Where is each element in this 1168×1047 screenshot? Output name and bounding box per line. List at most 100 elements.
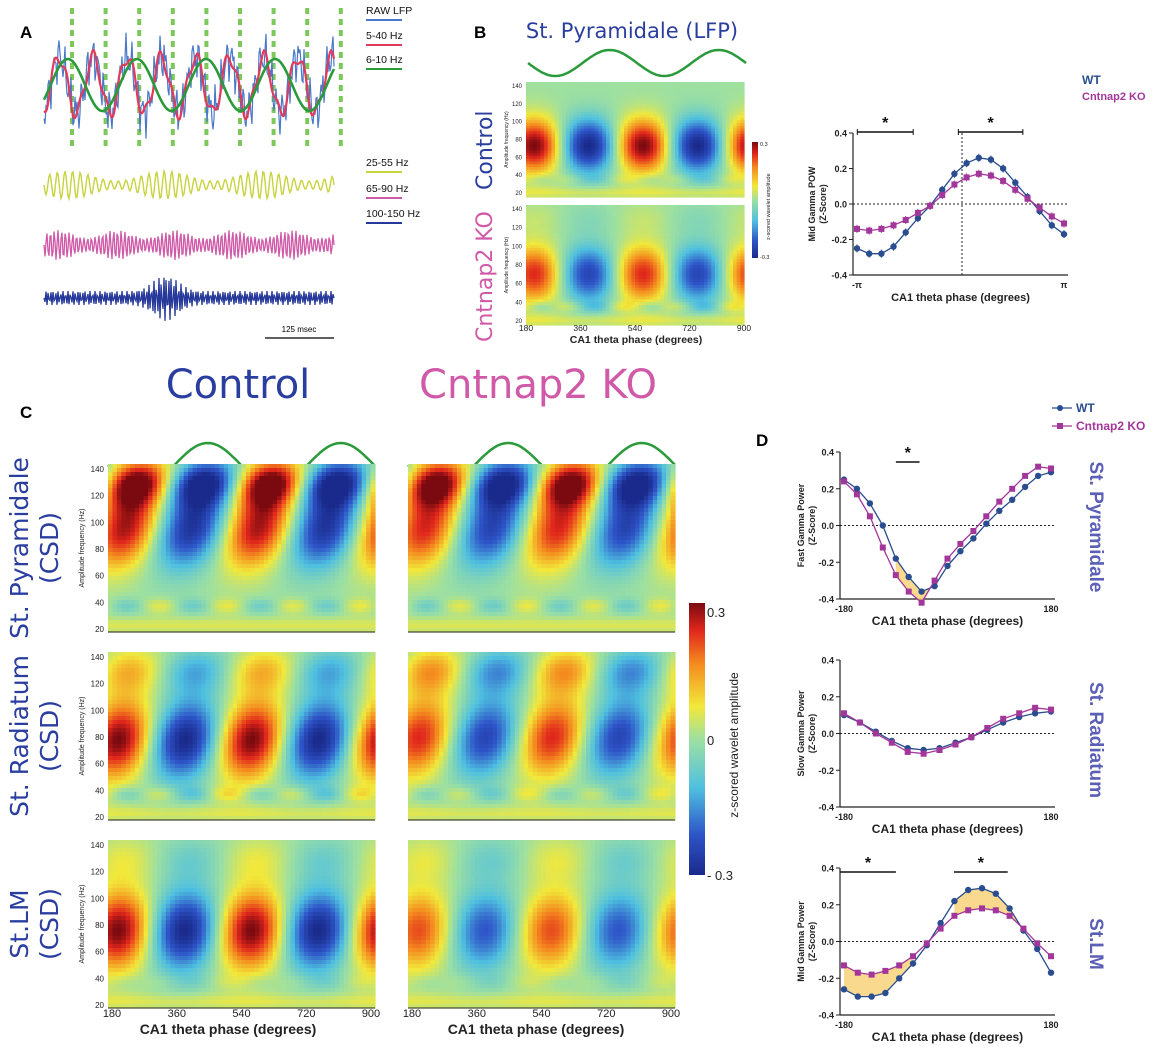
heatmap-cell <box>576 161 582 165</box>
heatmap-cell <box>682 123 687 127</box>
heatmap-cell <box>595 106 600 110</box>
heatmap-cell <box>526 147 531 152</box>
heatmap-cell <box>551 172 556 176</box>
heatmap-cell <box>526 120 531 124</box>
heatmap-cell <box>580 139 585 143</box>
heatmap-cell <box>562 172 567 176</box>
heatmap-cell <box>714 169 720 173</box>
heatmap-cell <box>602 188 607 193</box>
heatmap-cell <box>558 307 563 312</box>
heatmap-cell <box>689 98 694 102</box>
heatmap-cell <box>584 316 589 320</box>
heatmap-cell <box>704 90 709 94</box>
heatmap-cell <box>547 109 553 113</box>
heatmap-cell <box>595 290 600 295</box>
heatmap-cell <box>584 287 589 292</box>
heatmap-cell <box>565 302 571 306</box>
heatmap-cell <box>718 186 723 190</box>
heatmap-cell <box>624 161 629 165</box>
heatmap-cell <box>580 279 585 283</box>
heatmap-cell <box>660 188 665 193</box>
heatmap-cell <box>598 153 603 157</box>
heatmap-cell <box>620 316 625 320</box>
heatmap-cell <box>678 114 683 119</box>
heatmap-cell <box>569 169 574 173</box>
heatmap-cell <box>729 153 734 157</box>
heatmap-cell <box>536 256 542 260</box>
heatmap-cell <box>689 180 694 184</box>
heatmap-cell <box>711 114 716 119</box>
heatmap-cell <box>605 293 611 298</box>
heatmap-cell <box>602 216 607 220</box>
heatmap-cell <box>631 177 636 182</box>
heatmap-cell <box>587 166 592 171</box>
heatmap-cell <box>591 103 596 108</box>
heatmap-cell <box>536 222 542 226</box>
heatmap-cell <box>558 153 563 157</box>
heatmap-cell <box>624 316 629 320</box>
heatmap-cell <box>613 213 618 218</box>
heatmap-cell <box>587 87 592 91</box>
heatmap-cell <box>700 134 705 138</box>
heatmap-cell <box>569 267 574 272</box>
heatmap-cell <box>558 169 563 173</box>
heatmap-cell <box>664 136 669 141</box>
heatmap-cell <box>642 175 647 179</box>
heatmap-cell <box>667 158 672 163</box>
heatmap-cell <box>580 205 585 209</box>
heatmap-cell <box>627 236 632 240</box>
heatmap-cell <box>616 92 622 97</box>
heatmap-cell <box>678 169 683 173</box>
heatmap-cell <box>540 194 545 198</box>
heatmap-cell <box>580 273 585 278</box>
heatmap-cell <box>711 101 716 105</box>
heatmap-cell <box>613 180 618 184</box>
heatmap-cell <box>642 183 647 187</box>
heatmap-cell <box>714 106 720 110</box>
heatmap-cell <box>660 95 665 100</box>
heatmap-cell <box>642 134 647 138</box>
heatmap-cell <box>649 183 654 187</box>
heatmap-cell <box>584 98 589 102</box>
heatmap-cell <box>609 180 614 184</box>
heatmap-cell <box>700 109 705 113</box>
heatmap-cell <box>536 262 542 266</box>
heatmap-cell <box>693 139 698 143</box>
heatmap-cell <box>620 302 625 306</box>
heatmap-cell <box>689 109 694 113</box>
heatmap-cell <box>587 103 592 108</box>
heatmap-cell <box>555 153 560 157</box>
heatmap-cell <box>558 219 563 223</box>
heatmap-cell <box>569 172 574 176</box>
band-25-55-trace <box>43 168 335 202</box>
heatmap-cell <box>631 120 636 124</box>
heatmap-cell <box>565 256 571 260</box>
heatmap-cell <box>580 302 585 306</box>
heatmap-cell <box>704 139 709 143</box>
heatmap-cell <box>529 319 534 323</box>
heatmap-cell <box>587 194 592 198</box>
heatmap-cell <box>576 313 582 318</box>
heatmap-cell <box>584 177 589 182</box>
heatmap-cell <box>664 175 669 179</box>
heatmap-cell <box>736 106 741 110</box>
heatmap-cell <box>649 134 654 138</box>
heatmap-cell <box>624 305 629 309</box>
heatmap-cell <box>707 103 712 108</box>
heatmap-cell <box>620 95 625 100</box>
heatmap-cell <box>707 90 712 94</box>
heatmap-cell <box>587 186 592 190</box>
heatmap-cell <box>558 188 563 193</box>
heatmap-cell <box>591 242 596 246</box>
heatmap-cell <box>671 101 676 105</box>
heatmap-cell <box>616 128 622 132</box>
heatmap-cell <box>544 250 549 255</box>
heatmap-cell <box>580 285 585 289</box>
heatmap-cell <box>562 180 567 184</box>
heatmap-cell <box>714 134 720 138</box>
heatmap-cell <box>627 144 632 149</box>
heatmap-cell <box>529 282 534 286</box>
heatmap-cell <box>682 153 687 157</box>
heatmap-cell <box>613 82 618 86</box>
heatmap-cell <box>526 90 531 94</box>
